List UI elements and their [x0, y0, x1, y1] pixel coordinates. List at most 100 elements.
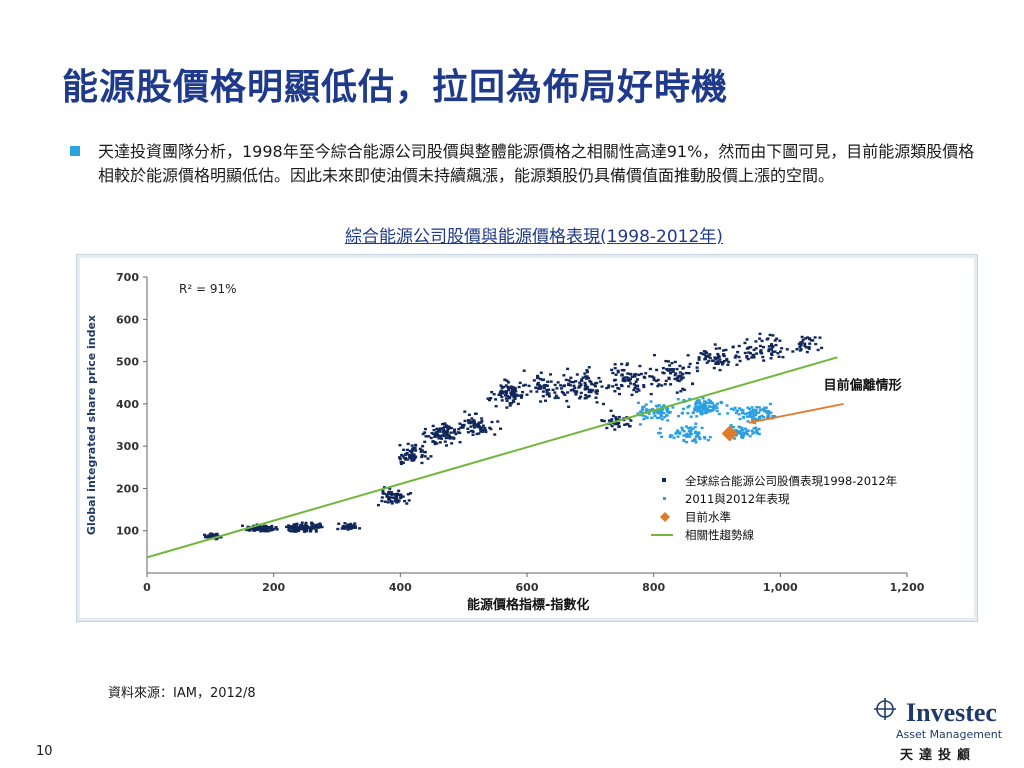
history-point: [743, 351, 747, 355]
history-point: [716, 362, 720, 365]
history-point: [704, 357, 708, 360]
history-point: [625, 362, 629, 365]
recent-point: [701, 405, 705, 408]
history-point: [431, 440, 435, 443]
history-point: [214, 537, 218, 541]
recent-point: [737, 407, 741, 410]
history-point: [353, 525, 357, 528]
history-point: [567, 405, 571, 409]
history-point: [797, 342, 801, 346]
history-point: [771, 345, 775, 349]
history-point: [545, 393, 549, 396]
recent-point: [694, 441, 698, 444]
recent-point: [641, 407, 645, 411]
history-point: [673, 377, 677, 381]
history-point: [430, 431, 434, 435]
recent-point: [691, 427, 695, 430]
history-point: [480, 420, 484, 423]
legend-item-label: 2011與2012年表現: [685, 492, 790, 506]
recent-point: [682, 399, 686, 402]
history-point: [265, 526, 269, 530]
history-point: [584, 387, 588, 390]
history-point: [574, 380, 578, 383]
history-point: [614, 383, 618, 387]
history-point: [678, 371, 682, 374]
history-point: [505, 379, 509, 382]
history-point: [310, 526, 314, 529]
history-point: [448, 435, 452, 439]
recent-point: [698, 437, 702, 441]
history-point: [799, 343, 803, 347]
history-point: [735, 363, 739, 366]
recent-point: [639, 410, 643, 413]
recent-point: [696, 407, 700, 410]
history-point: [388, 492, 392, 495]
y-tick-label: 100: [116, 525, 139, 538]
history-point: [260, 525, 264, 529]
history-point: [353, 522, 357, 525]
history-point: [682, 388, 686, 392]
history-point: [423, 450, 427, 454]
history-point: [675, 391, 679, 394]
history-point: [476, 425, 480, 428]
history-point: [718, 368, 722, 372]
history-point: [567, 379, 571, 382]
history-point: [704, 354, 708, 358]
history-point: [549, 380, 553, 383]
history-point: [503, 378, 507, 381]
history-point: [414, 444, 418, 447]
recent-point: [701, 408, 705, 412]
recent-point: [754, 412, 758, 415]
recent-point: [665, 410, 669, 413]
history-point: [499, 427, 503, 430]
history-point: [818, 336, 822, 339]
history-point: [424, 435, 428, 438]
recent-point: [689, 429, 693, 432]
recent-point: [682, 439, 686, 443]
history-point: [636, 378, 640, 381]
history-point: [555, 387, 559, 390]
recent-point: [694, 431, 698, 435]
recent-point: [757, 432, 761, 436]
history-point: [247, 529, 251, 532]
history-point: [480, 417, 484, 420]
history-point: [705, 361, 709, 364]
history-point: [274, 526, 278, 529]
recent-point: [766, 414, 770, 417]
history-point: [578, 397, 582, 400]
history-point: [458, 440, 462, 444]
history-point: [511, 399, 515, 402]
history-point: [492, 393, 496, 396]
history-point: [208, 535, 212, 539]
history-point: [398, 493, 402, 496]
deviation-arrow: [748, 402, 844, 424]
history-point: [401, 495, 405, 498]
history-point: [696, 361, 700, 365]
recent-point: [663, 415, 667, 419]
history-point: [623, 379, 627, 383]
history-point: [770, 343, 774, 346]
history-point: [517, 385, 521, 389]
history-point: [496, 420, 500, 423]
history-point: [559, 387, 563, 390]
history-point: [545, 384, 549, 388]
recent-point: [740, 426, 744, 430]
history-point: [453, 428, 457, 431]
history-point: [423, 455, 427, 458]
history-point: [488, 398, 492, 402]
history-point: [539, 371, 543, 374]
history-point: [578, 381, 582, 384]
history-point: [663, 383, 667, 386]
history-point: [585, 385, 589, 389]
history-point: [410, 444, 414, 447]
history-point: [545, 390, 549, 394]
history-point: [529, 390, 533, 393]
recent-point: [760, 414, 764, 418]
history-point: [626, 376, 630, 380]
history-point: [754, 347, 758, 350]
history-point: [397, 456, 401, 459]
history-point: [758, 332, 762, 336]
recent-point: [643, 415, 647, 418]
logo-subtitle: Asset Management: [896, 728, 1003, 741]
